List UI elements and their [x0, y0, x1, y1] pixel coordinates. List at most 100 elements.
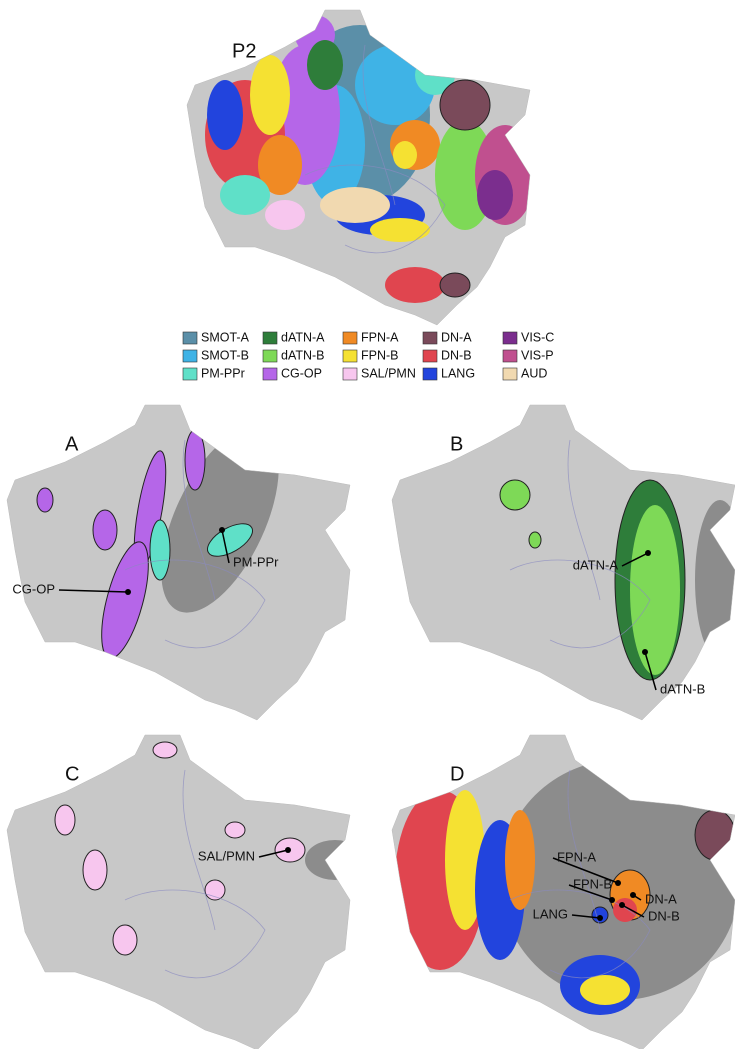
top-map — [186, 9, 531, 326]
cortex — [7, 735, 350, 1050]
annotation: FPN-A — [557, 849, 596, 864]
region — [250, 55, 290, 135]
panel-map — [6, 404, 351, 721]
leader-dot — [285, 847, 291, 853]
legend-label: PM-PPr — [201, 366, 245, 380]
region — [385, 267, 445, 303]
region — [694, 809, 735, 861]
region — [220, 175, 270, 215]
legend-swatch — [182, 349, 198, 363]
leader-line — [644, 651, 657, 691]
region — [54, 804, 76, 836]
regions — [54, 741, 350, 956]
legend-label: SMOT-B — [201, 348, 249, 362]
annotation: dATN-B — [660, 681, 705, 696]
regions — [205, 15, 530, 303]
legend-label: SMOT-A — [201, 330, 250, 344]
leader-dot — [609, 897, 615, 903]
panel-label: C — [65, 763, 79, 785]
region — [439, 272, 471, 298]
legend-swatch — [422, 349, 438, 363]
legend-swatch — [502, 349, 518, 363]
leader-line — [258, 849, 289, 858]
annotation: dATN-A — [573, 557, 619, 572]
sulcus — [509, 769, 651, 979]
region — [305, 840, 350, 880]
legend-swatch — [422, 367, 438, 381]
annotation: DN-A — [645, 891, 677, 906]
region — [505, 810, 535, 910]
legend-label: SAL/PMN — [361, 366, 416, 380]
leader-line — [621, 552, 649, 567]
annotation: LANG — [533, 906, 568, 921]
leader-dot — [619, 902, 625, 908]
region — [499, 479, 531, 511]
region — [161, 427, 279, 613]
region — [445, 790, 485, 930]
legend-swatch — [342, 367, 358, 381]
leader-line — [221, 529, 230, 564]
annotation: SAL/PMN — [198, 848, 255, 863]
legend-swatch — [262, 367, 278, 381]
region — [477, 170, 513, 220]
region — [36, 487, 54, 513]
map-title: P2 — [232, 40, 256, 62]
annotation: CG-OP — [12, 581, 55, 596]
leader-dot — [219, 527, 225, 533]
annotation: FPN-B — [573, 876, 612, 891]
legend-label: VIS-P — [521, 348, 554, 362]
region — [580, 975, 630, 1005]
legend-label: VIS-C — [521, 330, 554, 344]
region — [265, 200, 305, 230]
panel-map — [391, 404, 735, 721]
region — [307, 40, 343, 90]
legend-label: LANG — [441, 366, 475, 380]
legend-swatch — [182, 331, 198, 345]
region — [630, 505, 680, 675]
leader-line — [552, 857, 619, 884]
region — [112, 924, 138, 956]
panel-label: D — [450, 763, 464, 785]
legend-label: FPN-B — [361, 348, 399, 362]
region — [207, 80, 243, 150]
sulcus — [124, 439, 266, 649]
region — [528, 531, 542, 549]
legend-swatch — [502, 367, 518, 381]
leader-dot — [125, 589, 131, 595]
sulcus — [124, 769, 266, 979]
leader-line — [568, 884, 613, 901]
panel-map — [391, 734, 735, 1051]
leader-line — [571, 914, 601, 919]
legend-swatch — [262, 331, 278, 345]
legend-label: dATN-A — [281, 330, 325, 344]
region — [152, 741, 178, 759]
legend-label: FPN-A — [361, 330, 399, 344]
sulcus — [509, 439, 651, 649]
leader-dot — [645, 550, 651, 556]
region — [439, 79, 491, 131]
panel-label: A — [65, 433, 79, 455]
region — [320, 187, 390, 223]
legend-swatch — [502, 331, 518, 345]
panel-map — [6, 734, 351, 1051]
legend-label: AUD — [521, 366, 547, 380]
sulcus — [304, 44, 446, 254]
region — [92, 509, 118, 551]
legend-label: DN-A — [441, 330, 472, 344]
annotation: PM-PPr — [233, 554, 279, 569]
legend-label: DN-B — [441, 348, 472, 362]
region — [370, 218, 430, 242]
region — [82, 849, 108, 891]
panel-label: B — [450, 433, 463, 455]
leader-dot — [597, 915, 603, 921]
region — [613, 898, 637, 922]
legend-swatch — [342, 331, 358, 345]
leader-line — [58, 589, 129, 593]
region — [393, 141, 417, 169]
leader-dot — [615, 880, 621, 886]
legend-label: CG-OP — [281, 366, 322, 380]
legend-swatch — [422, 331, 438, 345]
legend-swatch — [262, 349, 278, 363]
region — [258, 135, 302, 195]
